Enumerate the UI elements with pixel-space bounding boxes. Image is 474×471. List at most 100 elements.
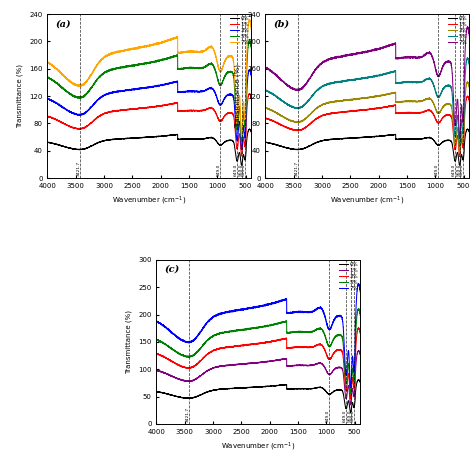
- 3%: [466, 85, 472, 90]
- 1%: [386, 104, 392, 110]
- 1%: [457, 154, 463, 160]
- 5%: [357, 313, 363, 318]
- 0%: [306, 143, 312, 149]
- 0%: [466, 129, 472, 135]
- 3%: [277, 337, 283, 343]
- 7%: [281, 297, 286, 303]
- Line: 3%: 3%: [265, 82, 469, 153]
- 3%: [168, 81, 173, 86]
- 7%: [248, 25, 254, 31]
- Text: (b): (b): [273, 19, 290, 28]
- 1%: [239, 153, 245, 159]
- 5%: [348, 391, 354, 397]
- 1%: [45, 114, 50, 119]
- 3%: [465, 79, 471, 85]
- 3%: [154, 351, 159, 357]
- 3%: [306, 113, 312, 118]
- 0%: [229, 138, 235, 143]
- Text: 3421.7: 3421.7: [295, 161, 299, 177]
- Text: 3421.7: 3421.7: [77, 161, 81, 177]
- 0%: [168, 133, 173, 138]
- 7%: [386, 43, 392, 49]
- 0%: [197, 392, 203, 398]
- 7%: [229, 54, 235, 59]
- Text: 569.0: 569.0: [456, 164, 460, 177]
- Legend: 0%, 1%, 3%, 5%, 7%: 0%, 1%, 3%, 5%, 7%: [339, 262, 358, 291]
- Line: 7%: 7%: [47, 20, 251, 137]
- Line: 3%: 3%: [156, 328, 360, 399]
- 7%: [356, 281, 362, 286]
- 1%: [277, 357, 283, 363]
- 5%: [247, 37, 253, 43]
- 0%: [247, 126, 253, 132]
- 7%: [210, 314, 216, 320]
- 7%: [465, 24, 471, 30]
- 7%: [45, 59, 50, 65]
- 1%: [356, 348, 362, 353]
- 7%: [277, 299, 283, 305]
- 7%: [197, 330, 203, 335]
- 0%: [154, 389, 159, 394]
- Text: 509.0: 509.0: [351, 410, 355, 422]
- 7%: [263, 65, 268, 70]
- 7%: [248, 26, 254, 32]
- 1%: [248, 95, 254, 101]
- 1%: [306, 122, 312, 128]
- 3%: [457, 150, 463, 156]
- 5%: [338, 333, 344, 338]
- 3%: [88, 105, 94, 110]
- 7%: [101, 54, 107, 60]
- 0%: [356, 377, 362, 382]
- 5%: [466, 62, 472, 67]
- 7%: [172, 35, 177, 41]
- 0%: [248, 129, 254, 135]
- 0%: [172, 132, 177, 138]
- 1%: [447, 113, 453, 118]
- 1%: [197, 374, 203, 379]
- 7%: [357, 289, 363, 294]
- 5%: [88, 86, 94, 91]
- 5%: [210, 333, 216, 339]
- 3%: [101, 92, 107, 98]
- 7%: [306, 77, 312, 82]
- 5%: [172, 53, 177, 59]
- 0%: [390, 132, 395, 138]
- 3%: [386, 91, 392, 97]
- 0%: [386, 133, 392, 138]
- 5%: [239, 139, 245, 145]
- 3%: [357, 331, 363, 336]
- 5%: [281, 319, 286, 325]
- Text: 949.0: 949.0: [435, 164, 439, 177]
- Text: 569.0: 569.0: [238, 164, 242, 177]
- 1%: [88, 120, 94, 126]
- Y-axis label: Transmittance (%): Transmittance (%): [126, 310, 133, 374]
- X-axis label: Wavenumber (cm$^{-1}$): Wavenumber (cm$^{-1}$): [221, 440, 295, 453]
- 5%: [357, 312, 363, 318]
- Line: 0%: 0%: [265, 129, 469, 165]
- 7%: [457, 136, 463, 141]
- 1%: [247, 90, 253, 96]
- 5%: [154, 337, 159, 342]
- Line: 0%: 0%: [47, 129, 251, 165]
- 0%: [319, 138, 325, 144]
- 0%: [466, 129, 472, 135]
- 3%: [466, 84, 472, 90]
- Line: 5%: 5%: [47, 40, 251, 142]
- 1%: [357, 352, 363, 358]
- Text: 649.0: 649.0: [234, 164, 237, 177]
- Line: 1%: 1%: [47, 93, 251, 156]
- Line: 1%: 1%: [156, 350, 360, 405]
- 0%: [338, 387, 344, 393]
- Line: 7%: 7%: [265, 27, 469, 138]
- Text: (c): (c): [164, 265, 180, 274]
- 1%: [281, 356, 286, 362]
- 1%: [248, 96, 254, 101]
- 1%: [154, 367, 159, 373]
- 7%: [447, 59, 453, 65]
- 3%: [263, 105, 268, 111]
- 5%: [319, 83, 325, 89]
- 3%: [248, 73, 254, 78]
- 0%: [248, 129, 254, 135]
- 1%: [319, 113, 325, 118]
- 3%: [357, 330, 363, 336]
